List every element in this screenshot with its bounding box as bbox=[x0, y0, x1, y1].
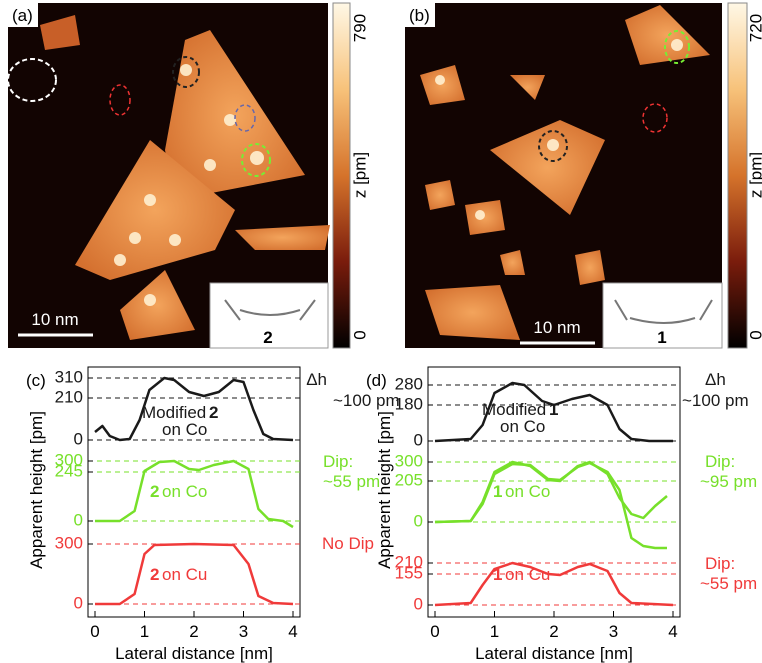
stm-image-a bbox=[7, 3, 330, 349]
colorbar bbox=[332, 2, 351, 349]
data-line bbox=[94, 376, 294, 442]
annotation: on Cu bbox=[505, 565, 550, 584]
annotation: ~100 pm bbox=[682, 391, 749, 410]
panel-label: (a) bbox=[12, 6, 33, 25]
x-axis-label: Lateral distance [nm] bbox=[115, 644, 273, 663]
y-tick-label: 0 bbox=[414, 594, 423, 613]
data-line bbox=[95, 459, 294, 529]
annotation: 2 bbox=[150, 482, 159, 501]
annotation: ~95 pm bbox=[700, 472, 757, 491]
x-tick-label: 2 bbox=[189, 622, 198, 641]
y-tick-label: 0 bbox=[74, 510, 83, 529]
annotation: on Co bbox=[162, 420, 207, 439]
y-axis-label: Apparent height [pm] bbox=[375, 411, 394, 569]
panel-label: (c) bbox=[26, 371, 46, 390]
inset-label: 1 bbox=[657, 328, 666, 347]
annotation: on Cu bbox=[162, 565, 207, 584]
colorbar-label: 0 bbox=[350, 330, 369, 339]
y-tick-label: 210 bbox=[395, 552, 423, 571]
annotation: ~55 pm bbox=[323, 472, 380, 491]
y-tick-label: 180 bbox=[395, 394, 423, 413]
inset-label: 2 bbox=[263, 328, 272, 347]
annotation: on Co bbox=[162, 482, 207, 501]
annotation: 1 bbox=[493, 482, 502, 501]
annotation: ~100 pm bbox=[333, 391, 400, 410]
annotation: Dip: bbox=[323, 452, 353, 471]
y-tick-label: 210 bbox=[55, 387, 83, 406]
x-tick-label: 2 bbox=[549, 622, 558, 641]
annotation: ~55 pm bbox=[700, 574, 757, 593]
x-tick-label: 4 bbox=[668, 622, 677, 641]
x-axis-label: Lateral distance [nm] bbox=[475, 644, 633, 663]
y-tick-label: 0 bbox=[414, 430, 423, 449]
data-line bbox=[434, 381, 673, 443]
x-tick-label: 4 bbox=[288, 622, 297, 641]
annotation: No Dip bbox=[322, 534, 374, 553]
annotation: on Co bbox=[505, 482, 550, 501]
colorbar-label: 790 bbox=[350, 14, 369, 42]
colorbar-label: z [pm] bbox=[350, 152, 369, 198]
annotation: 2 bbox=[150, 565, 159, 584]
colorbar-label: 720 bbox=[746, 14, 762, 42]
annotation: 1 bbox=[493, 565, 502, 584]
y-tick-label: 300 bbox=[55, 450, 83, 469]
y-tick-label: 0 bbox=[74, 429, 83, 448]
y-tick-label: 0 bbox=[414, 511, 423, 530]
x-tick-label: 0 bbox=[430, 622, 439, 641]
y-tick-label: 155 bbox=[395, 563, 423, 582]
colorbar-label: 0 bbox=[746, 330, 762, 339]
y-tick-label: 205 bbox=[395, 470, 423, 489]
y-tick-label: 300 bbox=[55, 533, 83, 552]
colorbar-label: z [pm] bbox=[746, 152, 762, 198]
y-tick-label: 280 bbox=[395, 374, 423, 393]
panel-label: (b) bbox=[409, 6, 430, 25]
annotation: Modified bbox=[142, 403, 206, 422]
annotation: Δh bbox=[705, 370, 726, 389]
y-tick-label: 310 bbox=[55, 367, 83, 386]
annotation: 1 bbox=[549, 400, 558, 419]
colorbar bbox=[727, 2, 748, 349]
y-tick-label: 300 bbox=[395, 451, 423, 470]
annotation: Modified bbox=[482, 400, 546, 419]
x-tick-label: 3 bbox=[609, 622, 618, 641]
data-line bbox=[434, 461, 667, 550]
scalebar-label: 10 nm bbox=[31, 310, 78, 329]
data-line bbox=[95, 542, 294, 606]
y-tick-label: 245 bbox=[55, 461, 83, 480]
panel-label: (d) bbox=[366, 371, 387, 390]
data-line bbox=[434, 460, 668, 524]
y-tick-label: 0 bbox=[74, 593, 83, 612]
scalebar-label: 10 nm bbox=[533, 318, 580, 337]
annotation: Δh bbox=[306, 370, 327, 389]
x-tick-label: 1 bbox=[140, 622, 149, 641]
annotation: Dip: bbox=[705, 452, 735, 471]
annotation: Dip: bbox=[705, 554, 735, 573]
x-tick-label: 0 bbox=[90, 622, 99, 641]
stm-image-b bbox=[405, 3, 723, 349]
annotation: on Co bbox=[500, 417, 545, 436]
y-axis-label: Apparent height [pm] bbox=[27, 411, 46, 569]
x-tick-label: 3 bbox=[239, 622, 248, 641]
annotation: 2 bbox=[209, 403, 218, 422]
data-line bbox=[434, 561, 674, 607]
x-tick-label: 1 bbox=[490, 622, 499, 641]
